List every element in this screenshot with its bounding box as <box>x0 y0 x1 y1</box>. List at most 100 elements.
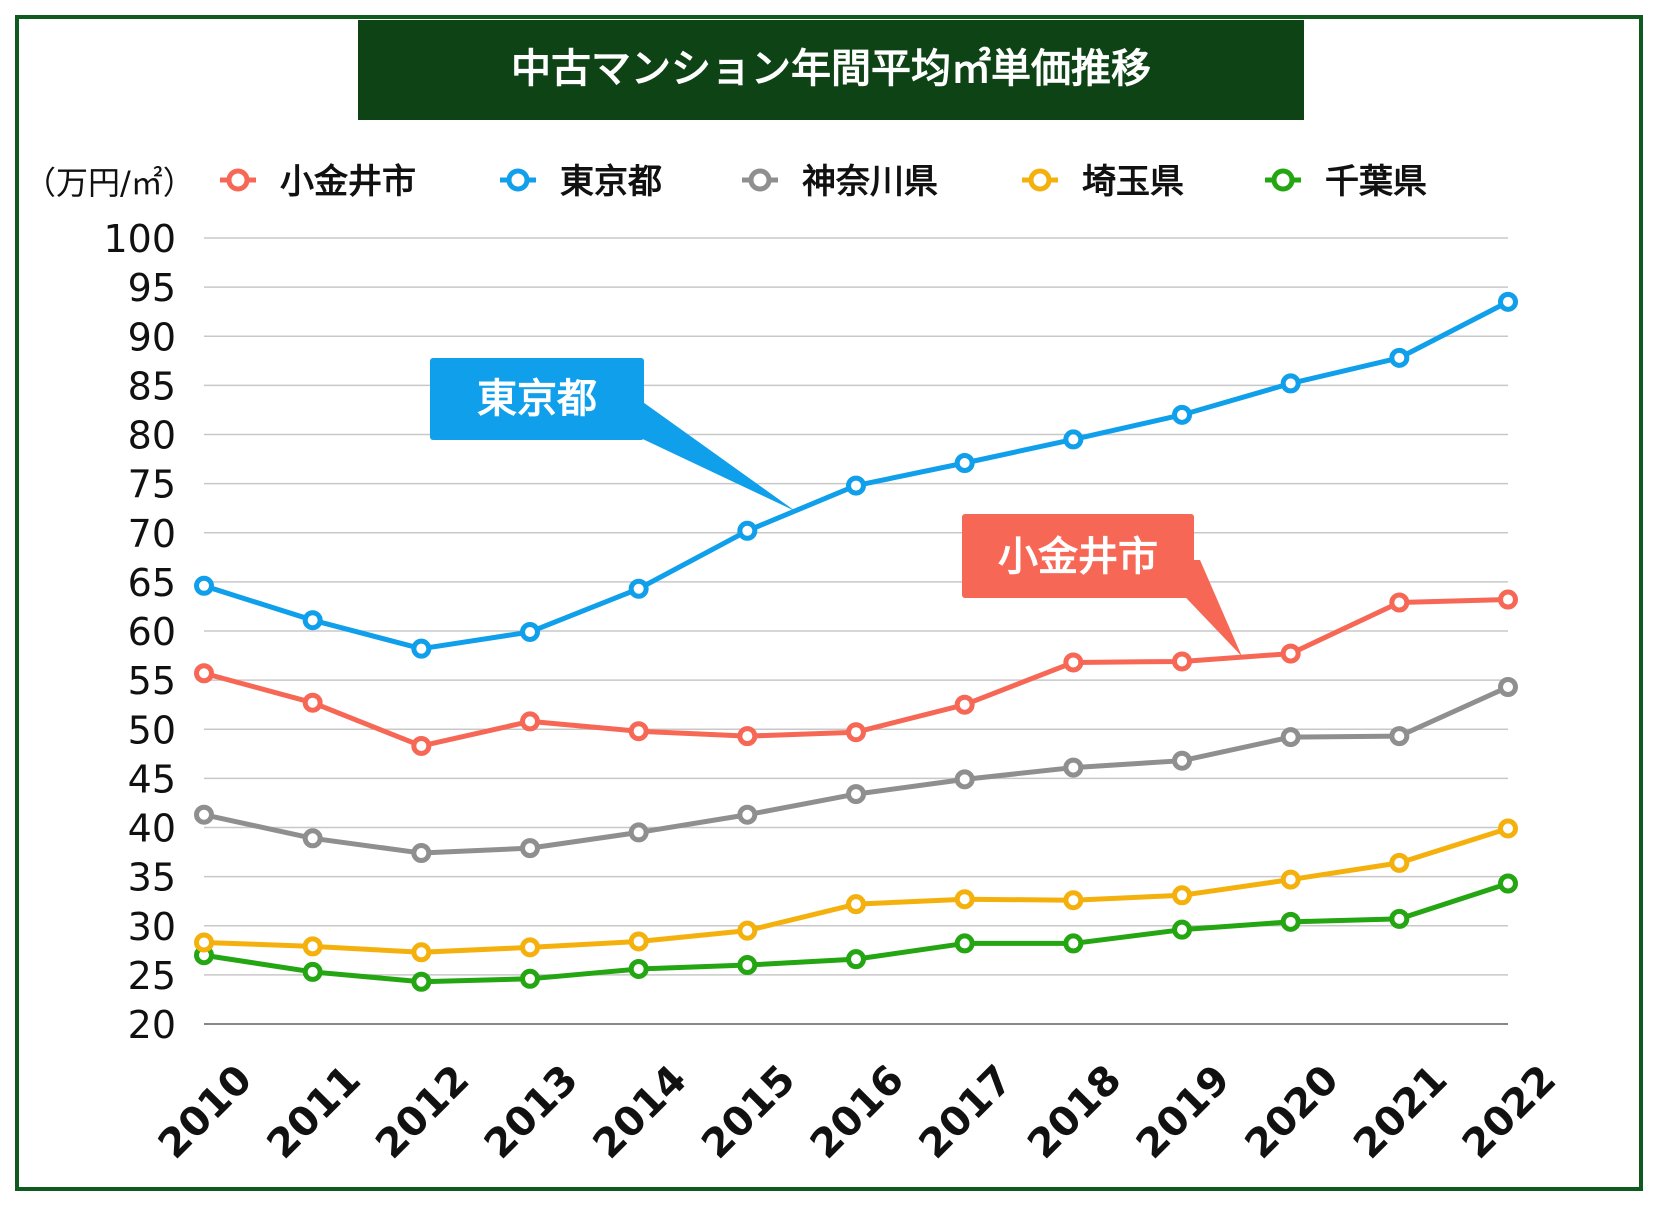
x-tick-label: 2013 <box>476 1057 587 1168</box>
y-tick-label: 45 <box>128 757 176 801</box>
data-point <box>411 942 432 963</box>
data-point <box>1280 869 1301 890</box>
y-tick-label: 55 <box>128 659 176 703</box>
x-tick-label: 2022 <box>1454 1057 1565 1168</box>
data-point <box>411 971 432 992</box>
data-point <box>1172 750 1192 771</box>
data-point <box>628 822 649 843</box>
x-tick-label: 2019 <box>1128 1057 1239 1168</box>
y-tick-label: 75 <box>128 463 176 507</box>
x-tick-label: 2017 <box>910 1057 1021 1168</box>
callout-koganei-label: 小金井市 <box>998 534 1158 580</box>
callout-koganei-box <box>962 514 1194 598</box>
data-point <box>1280 373 1301 394</box>
data-point <box>1280 727 1301 748</box>
data-point <box>1172 885 1192 906</box>
y-tick-label: 90 <box>128 315 176 359</box>
legend-marker <box>1028 168 1052 192</box>
data-point <box>302 961 323 982</box>
data-point <box>954 889 975 910</box>
data-point <box>1063 429 1084 450</box>
data-point <box>1498 589 1518 610</box>
data-point <box>628 578 649 599</box>
data-point <box>954 769 975 790</box>
series-line <box>203 826 1509 955</box>
x-tick-label: 2020 <box>1236 1057 1347 1168</box>
y-tick-label: 60 <box>128 610 176 654</box>
data-point <box>628 958 649 979</box>
data-point <box>954 933 975 954</box>
data-point <box>954 452 975 473</box>
data-point <box>1389 592 1410 613</box>
data-point <box>737 520 758 541</box>
legend-label: 千葉県 <box>1325 162 1427 202</box>
data-point <box>194 663 214 684</box>
data-point <box>1389 852 1410 873</box>
y-tick-label: 20 <box>128 1003 176 1047</box>
x-tick-label: 2016 <box>802 1057 913 1168</box>
data-point <box>1498 873 1518 894</box>
legend-label: 埼玉県 <box>1082 162 1184 202</box>
data-point <box>520 968 540 989</box>
data-point <box>1063 933 1084 954</box>
y-tick-label: 85 <box>128 364 176 408</box>
legend-marker <box>748 168 772 192</box>
data-point <box>737 726 758 747</box>
legend-marker <box>226 168 250 192</box>
data-point <box>302 828 323 849</box>
data-point <box>194 575 214 596</box>
data-point <box>194 932 214 953</box>
data-point <box>520 621 540 642</box>
data-point <box>194 804 214 825</box>
data-point <box>1389 347 1410 368</box>
y-tick-label: 80 <box>128 414 176 458</box>
legend-label: 神奈川県 <box>802 162 938 202</box>
data-point <box>302 692 323 713</box>
data-point <box>628 721 649 742</box>
data-point <box>411 843 432 864</box>
y-tick-label: 30 <box>128 905 176 949</box>
x-tick-label: 2011 <box>258 1057 369 1168</box>
legend-marker <box>506 168 530 192</box>
series-line <box>203 299 1510 652</box>
data-point <box>1498 291 1518 312</box>
data-point <box>302 610 323 631</box>
data-point <box>1389 726 1410 747</box>
data-point <box>1280 643 1301 664</box>
data-point <box>1280 911 1301 932</box>
data-point <box>1063 757 1084 778</box>
data-point <box>737 955 758 976</box>
data-point <box>954 694 975 715</box>
callout-tokyo-pointer <box>560 400 796 512</box>
data-point <box>737 804 758 825</box>
data-point <box>302 936 323 957</box>
data-point <box>411 638 432 659</box>
y-tick-label: 70 <box>128 512 176 556</box>
data-point <box>1389 908 1410 929</box>
x-tick-label: 2014 <box>584 1057 695 1168</box>
data-point <box>846 722 866 743</box>
chart-title: 中古マンション年間平均㎡単価推移 <box>511 46 1151 92</box>
title-banner <box>358 20 1304 120</box>
data-point <box>1063 652 1084 673</box>
data-point <box>520 838 540 859</box>
data-point <box>411 735 432 756</box>
x-tick-label: 2012 <box>367 1057 478 1168</box>
y-tick-label: 95 <box>128 266 176 310</box>
data-point <box>1498 677 1518 698</box>
y-tick-label: 25 <box>128 954 176 998</box>
data-point <box>520 711 540 732</box>
y-tick-label: 35 <box>128 856 176 900</box>
data-point <box>846 784 866 805</box>
x-tick-label: 2018 <box>1019 1057 1130 1168</box>
data-point <box>737 920 758 941</box>
data-point <box>520 937 540 958</box>
data-point <box>1172 404 1192 425</box>
chart-frame <box>15 15 1643 1191</box>
callout-tokyo-label: 東京都 <box>477 376 597 422</box>
y-tick-label: 50 <box>128 708 176 752</box>
x-tick-label: 2010 <box>150 1057 261 1168</box>
legend-label: 小金井市 <box>280 162 416 202</box>
y-tick-label: 100 <box>103 217 176 261</box>
